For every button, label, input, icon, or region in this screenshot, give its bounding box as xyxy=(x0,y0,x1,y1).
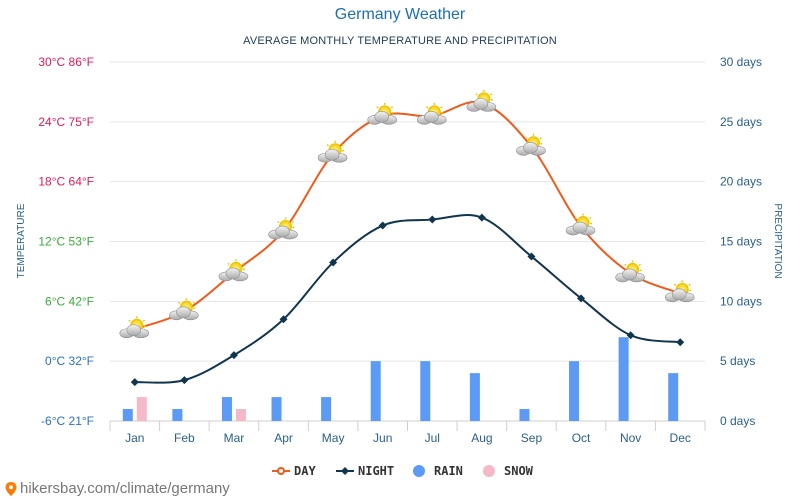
legend-label: DAY xyxy=(294,464,316,478)
rain-bar xyxy=(668,373,679,421)
legend: DAY NIGHT RAIN SNOW xyxy=(272,464,534,478)
source-footer[interactable]: hikersbay.com/climate/germany xyxy=(5,480,230,497)
x-tick-label: Nov xyxy=(620,431,641,445)
rain-bar xyxy=(569,361,580,421)
x-tick-label: Aug xyxy=(471,431,492,445)
day-line xyxy=(134,100,681,331)
legend-dot-swatch xyxy=(413,465,425,477)
weather-icon xyxy=(267,216,299,240)
x-tick-label: Apr xyxy=(274,431,293,445)
night-point xyxy=(527,252,536,261)
night-line xyxy=(134,214,681,384)
temperature-lines xyxy=(119,89,695,387)
rain-bar xyxy=(618,337,629,421)
rain-bar xyxy=(469,373,480,421)
rain-bar xyxy=(321,397,332,421)
weather-icon xyxy=(664,279,695,303)
right-tick-label: 20 days xyxy=(720,175,762,189)
x-tick-label: Jul xyxy=(425,431,440,445)
x-tick-label: Jun xyxy=(373,431,392,445)
night-point xyxy=(428,215,437,224)
night-point xyxy=(477,213,486,222)
left-tick-label: 0°C 32°F xyxy=(45,354,94,368)
right-tick-label: 0 days xyxy=(720,414,755,428)
left-tick-label: 18°C 64°F xyxy=(38,175,94,189)
x-tick-label: Jan xyxy=(125,431,144,445)
location-pin-icon xyxy=(5,481,17,496)
right-tick-label: 10 days xyxy=(720,294,762,308)
chart-title: Germany Weather xyxy=(334,6,466,23)
night-point xyxy=(279,315,288,324)
left-tick-label: -6°C 21°F xyxy=(41,414,94,428)
axis-labels: 30°C 86°F 24°C 75°F 18°C 64°F 12°C 53°F 6°C … xyxy=(16,55,783,445)
legend-label: RAIN xyxy=(434,464,463,478)
legend-dot-swatch xyxy=(483,465,495,477)
x-tick-label: Feb xyxy=(174,431,195,445)
x-tick-label: Dec xyxy=(670,431,691,445)
rain-bar xyxy=(221,397,232,421)
night-point xyxy=(329,258,338,267)
legend-label: SNOW xyxy=(504,464,534,478)
night-point xyxy=(180,376,189,385)
night-point xyxy=(229,351,238,360)
weather-icon xyxy=(515,133,547,156)
precipitation-bars xyxy=(122,337,679,421)
right-tick-label: 5 days xyxy=(720,354,755,368)
x-tick-label: Mar xyxy=(224,431,245,445)
right-tick-label: 15 days xyxy=(720,235,762,249)
rain-bar xyxy=(420,361,431,421)
x-tick-label: Sep xyxy=(521,431,543,445)
rain-bar xyxy=(370,361,381,421)
night-point xyxy=(378,221,387,230)
grid-lines xyxy=(109,61,706,431)
left-tick-label: 24°C 75°F xyxy=(38,115,94,129)
weather-icon xyxy=(614,259,646,283)
source-link[interactable]: hikersbay.com/climate/germany xyxy=(20,480,230,497)
x-tick-label: Oct xyxy=(572,431,591,445)
rain-bar xyxy=(519,409,530,421)
legend-night-marker xyxy=(341,467,349,475)
x-tick-label: May xyxy=(322,431,345,445)
night-point xyxy=(130,378,139,387)
left-tick-label: 30°C 86°F xyxy=(38,55,94,69)
left-tick-label: 12°C 53°F xyxy=(38,235,94,249)
snow-bar xyxy=(235,409,246,421)
legend-label: NIGHT xyxy=(358,464,394,478)
legend-day-marker xyxy=(277,467,285,475)
right-tick-label: 25 days xyxy=(720,115,762,129)
chart-subtitle: AVERAGE MONTHLY TEMPERATURE AND PRECIPIT… xyxy=(243,35,557,47)
left-tick-label: 6°C 42°F xyxy=(45,294,94,308)
snow-bar xyxy=(136,397,147,421)
weather-icon xyxy=(466,89,497,113)
night-point xyxy=(676,338,685,347)
left-axis-title: TEMPERATURE xyxy=(16,203,27,278)
rain-bar xyxy=(122,409,133,421)
right-axis-title: PRECIPITATION xyxy=(772,203,783,278)
night-point xyxy=(577,294,586,303)
weather-icon xyxy=(218,258,249,282)
rain-bar xyxy=(271,397,282,421)
weather-icon xyxy=(565,212,596,236)
right-tick-label: 30 days xyxy=(720,55,762,69)
rain-bar xyxy=(172,409,183,421)
night-point xyxy=(626,331,635,340)
